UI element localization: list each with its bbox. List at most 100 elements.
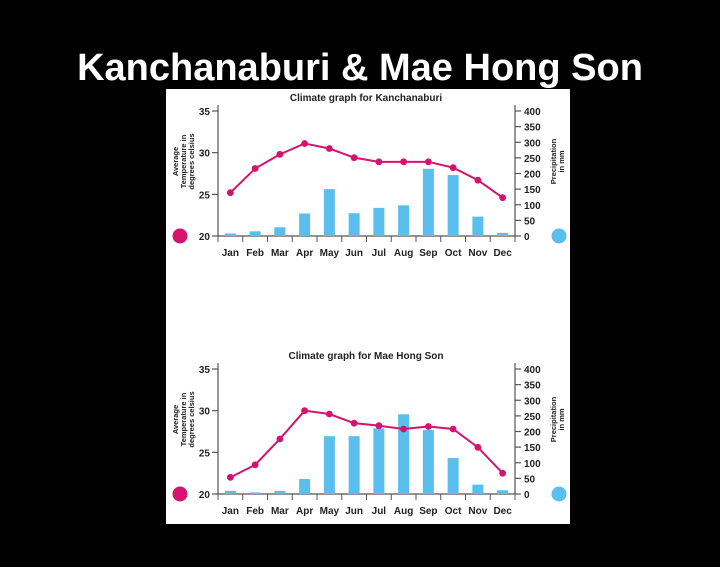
precipitation-bar	[299, 213, 311, 236]
y-tick-label: 30	[199, 149, 211, 160]
temperature-legend-dot	[172, 228, 188, 244]
precipitation-bar	[274, 227, 286, 236]
chart-title: Climate graph for Kanchanaburi	[290, 93, 442, 104]
temperature-point	[226, 189, 234, 197]
x-tick-label: Jun	[345, 248, 363, 259]
y-tick-label: 20	[199, 232, 211, 243]
y-tick-label: 25	[199, 190, 211, 201]
y-tick-label: 20	[199, 490, 211, 501]
y2-tick-label: 300	[524, 396, 541, 407]
x-tick-label: Mar	[271, 248, 289, 259]
x-tick-label: Mar	[271, 506, 289, 517]
y2-tick-label: 400	[524, 107, 541, 118]
precipitation-legend-dot	[551, 486, 567, 502]
y-tick-label: 35	[199, 365, 211, 376]
precipitation-bar	[373, 207, 385, 236]
y-tick-label: 30	[199, 407, 211, 418]
precipitation-bar	[497, 232, 509, 236]
precipitation-bar	[447, 175, 459, 236]
precipitation-bar	[497, 490, 509, 494]
precipitation-bar	[348, 213, 360, 236]
temperature-point	[449, 164, 457, 172]
temperature-point	[325, 410, 333, 418]
precipitation-bar	[422, 168, 434, 236]
y-axis-label: AverageTemperature indegrees celsius	[171, 391, 196, 447]
precipitation-bar	[224, 490, 236, 494]
precipitation-bar	[398, 205, 410, 236]
climate-chart-mae-hong-son: Climate graph for Mae Hong Son2025303505…	[171, 351, 567, 517]
temperature-point	[301, 140, 309, 147]
temperature-point	[251, 461, 259, 469]
temperature-point	[499, 194, 507, 202]
x-tick-label: Sep	[419, 506, 437, 517]
y2-tick-label: 250	[524, 154, 541, 165]
y2-tick-label: 350	[524, 381, 541, 392]
x-tick-label: Jul	[372, 506, 387, 517]
precipitation-bar	[348, 436, 360, 494]
precipitation-bar	[274, 490, 286, 494]
temperature-point	[350, 154, 358, 162]
y2-tick-label: 200	[524, 428, 541, 439]
x-tick-label: Apr	[296, 248, 313, 259]
y2-tick-label: 200	[524, 170, 541, 181]
y2-tick-label: 300	[524, 138, 541, 149]
temperature-point	[301, 407, 309, 415]
y2-tick-label: 250	[524, 412, 541, 423]
temperature-point	[251, 165, 259, 172]
temperature-line	[229, 142, 504, 199]
x-tick-label: Oct	[445, 506, 462, 517]
y2-tick-label: 0	[524, 232, 530, 243]
y-axis-label-line: Temperature in	[179, 134, 188, 188]
y-axis-label-line: degrees celsius	[187, 133, 196, 189]
temperature-point	[474, 443, 482, 451]
y2-axis-label: Precipitationin mm	[549, 396, 566, 442]
x-tick-label: Nov	[468, 506, 487, 517]
temperature-point	[325, 145, 333, 152]
y2-tick-label: 150	[524, 185, 541, 196]
x-tick-label: Jan	[222, 248, 239, 259]
precipitation-bar	[373, 428, 385, 494]
x-tick-label: Aug	[394, 248, 413, 259]
y2-tick-label: 100	[524, 201, 541, 212]
temperature-point	[499, 469, 507, 477]
y-tick-label: 35	[199, 107, 211, 118]
y2-tick-label: 50	[524, 216, 536, 227]
temperature-point	[375, 158, 383, 166]
precipitation-bar	[224, 233, 236, 236]
temperature-line	[229, 409, 504, 479]
y2-axis-label-line: Precipitation	[549, 138, 558, 184]
temperature-point	[276, 150, 284, 158]
y-axis-label-line: Average	[171, 405, 180, 434]
x-tick-label: Apr	[296, 506, 313, 517]
y2-axis-label-line: Precipitation	[549, 396, 558, 442]
y-axis-label-line: Temperature in	[179, 392, 188, 446]
temperature-point	[375, 422, 383, 430]
x-tick-label: Aug	[394, 506, 413, 517]
y2-tick-label: 0	[524, 490, 530, 501]
x-tick-label: Sep	[419, 248, 437, 259]
y-axis-label: AverageTemperature indegrees celsius	[171, 133, 196, 189]
precipitation-bar	[249, 231, 261, 236]
temperature-point	[400, 425, 408, 433]
y2-tick-label: 50	[524, 474, 536, 485]
x-tick-label: Jan	[222, 506, 239, 517]
x-tick-label: Dec	[493, 506, 512, 517]
precipitation-bar	[249, 492, 261, 494]
temperature-point	[424, 158, 432, 166]
precipitation-bar	[447, 458, 459, 494]
x-tick-label: Dec	[493, 248, 512, 259]
charts-panel: Climate graph for Kanchanaburi 20 25 30 35 0 5…	[166, 89, 570, 524]
x-tick-label: Feb	[246, 506, 264, 517]
precipitation-legend-dot	[551, 228, 567, 244]
precipitation-bar	[299, 479, 311, 494]
y2-axis-label-line: in mm	[557, 150, 566, 172]
temperature-point	[350, 419, 358, 427]
precipitation-bar	[398, 414, 410, 494]
x-tick-label: May	[320, 248, 340, 259]
precipitation-bar	[472, 484, 484, 494]
y-axis-label-line: Average	[171, 147, 180, 176]
y-axis-label-line: degrees celsius	[187, 391, 196, 447]
x-tick-label: Nov	[468, 248, 487, 259]
x-tick-label: Jun	[345, 506, 363, 517]
y2-axis-label: Precipitationin mm	[549, 138, 566, 184]
